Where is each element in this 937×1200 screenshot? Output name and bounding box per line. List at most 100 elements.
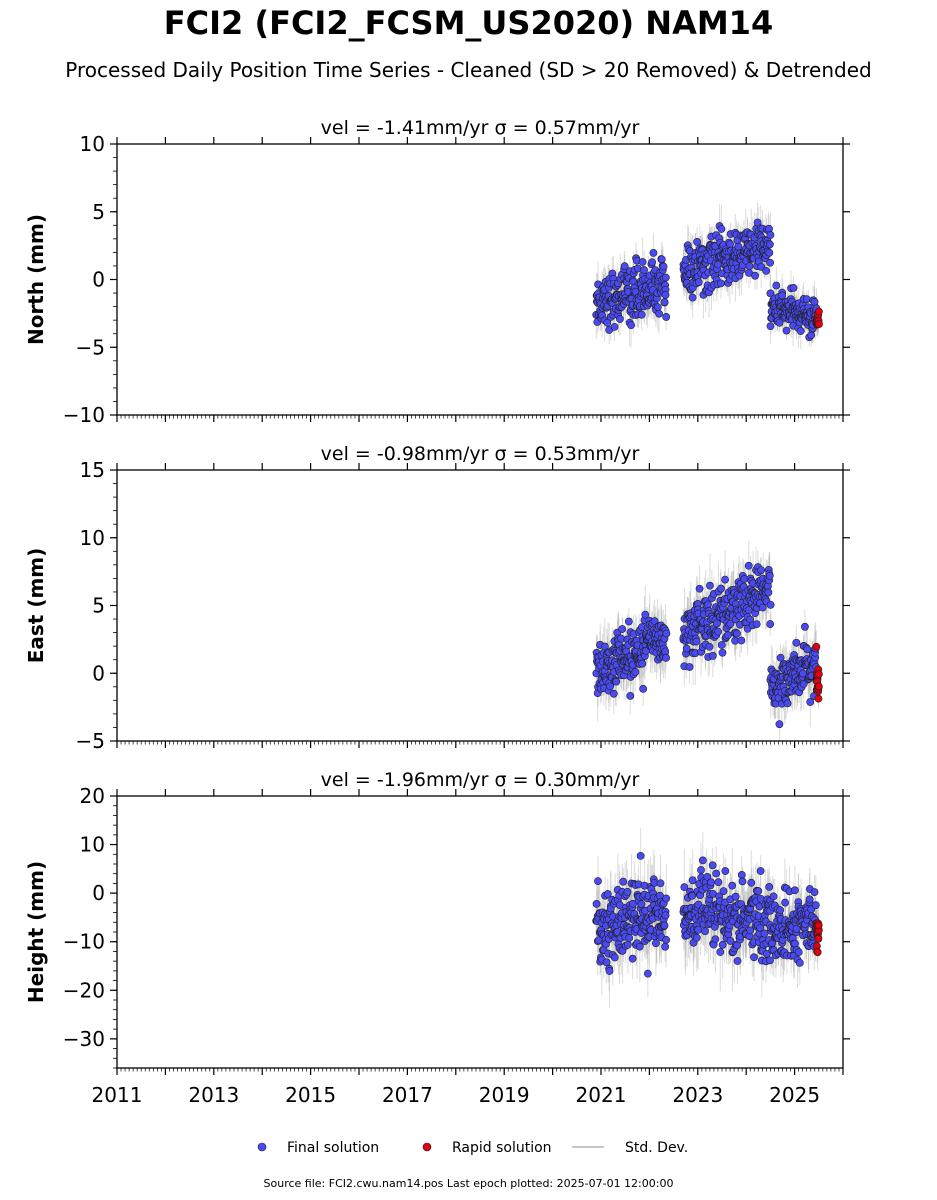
y-tick-label: 15: [80, 458, 105, 482]
rapid-solution-point: [814, 921, 823, 930]
final-solution-point: [711, 935, 720, 944]
final-solution-point: [612, 677, 621, 686]
final-solution-point: [662, 894, 671, 903]
final-solution-point: [776, 653, 785, 662]
legend-rapid-marker: [422, 1142, 432, 1152]
final-solution-point: [609, 689, 618, 698]
panel-title: vel = -0.98mm/yr σ = 0.53mm/yr: [321, 443, 640, 465]
y-tick-label: −10: [63, 930, 105, 954]
y-axis-label: East (mm): [24, 548, 48, 664]
final-solution-point: [692, 933, 701, 942]
legend-label: Std. Dev.: [625, 1140, 688, 1156]
final-solution-point: [620, 262, 629, 271]
final-solution-point: [594, 877, 602, 886]
final-solution-point: [688, 293, 697, 302]
panel-title: vel = -1.41mm/yr σ = 0.57mm/yr: [321, 117, 640, 139]
final-solution-point: [649, 248, 658, 257]
y-axis-label: Height (mm): [24, 861, 48, 1003]
final-solution-point: [716, 279, 725, 288]
final-solution-point: [639, 684, 648, 693]
final-solution-point: [707, 878, 715, 887]
final-solution-point: [734, 242, 743, 251]
final-solution-point: [801, 622, 809, 631]
y-tick-label: −5: [76, 729, 105, 753]
final-solution-point: [733, 957, 742, 965]
final-solution-point: [662, 313, 671, 321]
x-tick-label: 2021: [576, 1083, 627, 1107]
y-tick-label: 10: [80, 132, 105, 156]
final-solution-point: [776, 906, 785, 915]
final-solution-point: [778, 291, 787, 300]
final-solution-point: [705, 642, 714, 651]
final-solution-point: [637, 310, 646, 319]
rapid-solution-point: [813, 948, 822, 957]
final-solution-point: [656, 879, 665, 888]
y-tick-label: 5: [92, 594, 105, 618]
final-solution-point: [717, 584, 725, 593]
final-solution-point: [762, 267, 771, 275]
chart-subtitle: Processed Daily Position Time Series - C…: [65, 58, 872, 82]
final-solution-point: [751, 271, 759, 280]
final-solution-point: [602, 958, 611, 967]
final-solution-point: [795, 958, 804, 967]
final-solution-point: [765, 571, 774, 580]
final-solution-point: [765, 883, 774, 891]
x-tick-label: 2023: [672, 1083, 723, 1107]
final-solution-point: [726, 240, 734, 249]
x-tick-label: 2025: [769, 1083, 820, 1107]
final-solution-point: [731, 892, 740, 901]
final-solution-point: [694, 925, 703, 934]
final-solution-point: [756, 867, 765, 875]
final-solution-point: [616, 315, 624, 323]
final-solution-point: [661, 273, 670, 282]
final-solution-point: [775, 720, 784, 729]
final-solution-point: [625, 933, 634, 942]
final-solution-point: [657, 255, 666, 264]
final-solution-point: [619, 877, 628, 886]
panel-title: vel = -1.96mm/yr σ = 0.30mm/yr: [321, 769, 640, 791]
final-solution-point: [631, 668, 640, 676]
final-solution-point: [721, 867, 730, 875]
final-solution-point: [660, 921, 669, 930]
final-solution-point: [640, 266, 648, 274]
final-solution-point: [733, 629, 741, 638]
final-solution-point: [764, 588, 773, 597]
final-solution-point: [685, 663, 694, 671]
final-solution-point: [716, 948, 725, 956]
x-tick-label: 2019: [479, 1083, 530, 1107]
final-solution-point: [605, 967, 614, 975]
final-solution-point: [789, 283, 798, 292]
final-solution-point: [766, 231, 775, 239]
final-solution-point: [744, 561, 753, 570]
final-solution-point: [781, 898, 789, 907]
y-tick-label: −5: [76, 335, 105, 359]
legend-final-marker: [257, 1142, 267, 1152]
final-solution-point: [721, 575, 729, 584]
final-solution-point: [623, 940, 632, 949]
final-solution-point: [792, 638, 801, 647]
final-solution-point: [662, 629, 671, 638]
final-solution-point: [769, 892, 778, 901]
x-tick-label: 2015: [285, 1083, 336, 1107]
y-tick-label: 0: [92, 881, 105, 905]
final-solution-point: [757, 566, 766, 575]
y-tick-label: 0: [92, 661, 105, 685]
final-solution-point: [652, 939, 660, 948]
final-solution-point: [745, 262, 754, 271]
final-solution-point: [660, 298, 669, 306]
chart-title: FCI2 (FCI2_FCSM_US2020) NAM14: [163, 4, 774, 42]
y-tick-label: 0: [92, 268, 105, 292]
final-solution-point: [712, 869, 721, 878]
final-solution-point: [661, 911, 670, 920]
final-solution-point: [661, 942, 670, 951]
final-solution-point: [603, 318, 612, 327]
rapid-solution-point: [814, 682, 823, 691]
final-solution-point: [624, 617, 633, 626]
final-solution-point: [661, 647, 670, 656]
final-solution-point: [623, 887, 632, 896]
final-solution-point: [695, 584, 704, 593]
final-solution-point: [766, 620, 775, 628]
final-solution-point: [754, 887, 763, 895]
final-solution-point: [766, 600, 775, 609]
final-solution-point: [718, 648, 727, 657]
